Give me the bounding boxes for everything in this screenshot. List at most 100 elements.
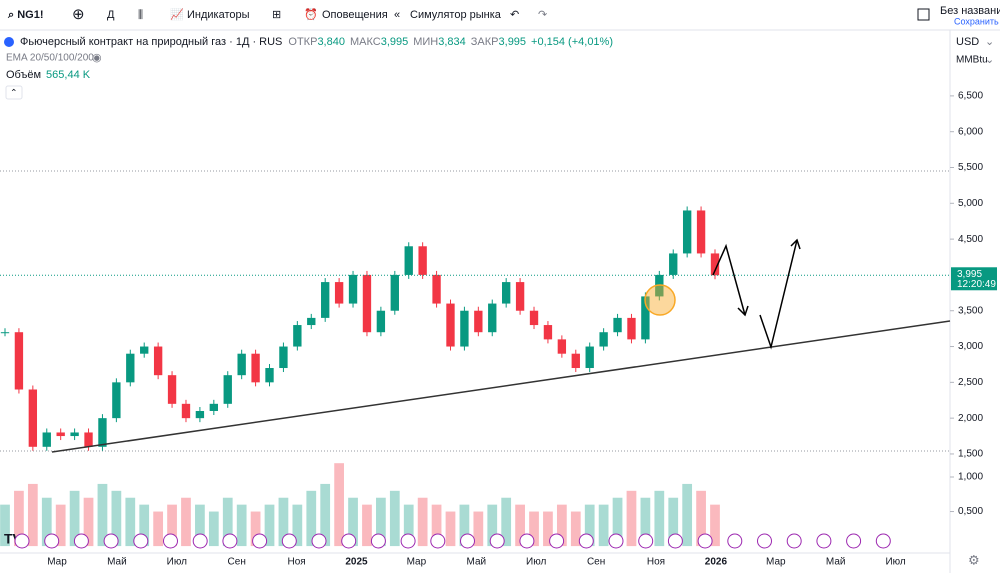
plot: [0, 170, 951, 547]
time-label: Ноя: [647, 557, 665, 568]
time-label: Июл: [526, 557, 546, 568]
templates[interactable]: ⊞: [272, 9, 281, 21]
save[interactable]: Сохранить: [954, 16, 999, 26]
time-label: Июл: [885, 557, 905, 568]
change: +0,154 (+4,01%): [531, 36, 613, 48]
candle-body: [167, 375, 177, 404]
event-icon[interactable]: [549, 533, 565, 549]
event-icon[interactable]: [757, 533, 772, 549]
indicators-icon[interactable]: 📈: [170, 8, 184, 21]
y-tick-label: 5,500: [958, 162, 983, 173]
time-label: Ноя: [287, 557, 305, 568]
volume-bar: [487, 504, 498, 547]
event-icon[interactable]: [133, 533, 149, 549]
time-label: 2025: [345, 557, 368, 568]
layout-name[interactable]: Без названия: [940, 5, 1000, 17]
eye-icon[interactable]: ◉: [92, 52, 102, 64]
event-icon[interactable]: [608, 533, 624, 549]
event-icon[interactable]: [163, 533, 178, 549]
time-label: Мар: [47, 557, 67, 568]
trend-line: [51, 320, 951, 453]
event-icon[interactable]: [73, 533, 89, 549]
currency-arrow[interactable]: ⌄: [985, 36, 994, 48]
y-tick-label: 3,500: [958, 305, 983, 316]
indicators[interactable]: Индикаторы: [187, 9, 250, 21]
event-icon[interactable]: [846, 533, 862, 549]
candle-body: [488, 303, 497, 333]
event-icon[interactable]: [489, 533, 505, 549]
event-icon[interactable]: [341, 533, 357, 549]
replay[interactable]: Симулятор рынка: [410, 9, 502, 21]
layout-icon[interactable]: [917, 8, 930, 21]
add-symbol[interactable]: ⊕: [72, 6, 85, 23]
volume-bar: [208, 511, 219, 547]
low: 3,834: [438, 36, 466, 48]
volume-value: 565,44 K: [46, 69, 91, 81]
candle-body: [0, 332, 10, 334]
candle-body: [84, 432, 93, 447]
candle-body: [98, 418, 107, 447]
volume-bar: [97, 483, 108, 547]
replay-icon[interactable]: «: [394, 9, 400, 21]
event-icon[interactable]: [875, 533, 891, 549]
undo[interactable]: ↶: [510, 9, 519, 21]
symbol-search[interactable]: ⌕ NG1!: [7, 9, 44, 21]
time-label: Мар: [766, 557, 786, 568]
event-icon[interactable]: [578, 533, 594, 549]
candle-body: [613, 317, 622, 333]
event-icon[interactable]: [14, 533, 30, 549]
toolbar: [0, 0, 1000, 30]
event-icon[interactable]: [222, 533, 238, 549]
event-icon[interactable]: [281, 533, 297, 549]
volume-bar: [139, 504, 150, 547]
event-icon[interactable]: [727, 533, 743, 549]
event-icon[interactable]: [519, 533, 535, 549]
redo[interactable]: ↷: [538, 9, 547, 21]
symbol[interactable]: NG1!: [17, 9, 43, 21]
collapse-button[interactable]: [5, 85, 23, 100]
volume-bar: [543, 511, 553, 547]
interval[interactable]: Д: [107, 9, 115, 21]
event-icon[interactable]: [786, 533, 802, 549]
event-icon[interactable]: [44, 533, 60, 549]
candle-body: [529, 310, 539, 326]
event-icon[interactable]: [667, 533, 683, 549]
high-label: МАКС: [350, 36, 381, 48]
open-label: ОТКР: [288, 36, 317, 48]
event-icon[interactable]: [252, 533, 268, 549]
alerts[interactable]: Оповещения: [322, 9, 388, 21]
time-label: Май: [826, 557, 846, 568]
unit-arrow[interactable]: ⌄: [985, 54, 994, 66]
alerts-icon[interactable]: ⏰: [304, 7, 318, 21]
volume-bar: [83, 497, 94, 547]
candle-body: [14, 332, 24, 390]
event-icon[interactable]: [192, 533, 208, 549]
event-icon[interactable]: [400, 533, 416, 549]
event-icon[interactable]: [638, 533, 654, 549]
event-icon[interactable]: [370, 533, 386, 549]
candle-body: [140, 346, 149, 354]
event-icon[interactable]: [816, 533, 832, 549]
event-icon[interactable]: [311, 533, 327, 549]
chart-type[interactable]: ⫼: [138, 9, 143, 21]
volume-bar: [598, 504, 609, 547]
event-icon[interactable]: [697, 533, 713, 549]
candle-body: [474, 310, 483, 333]
candle-body: [641, 296, 650, 340]
event-icon[interactable]: [430, 533, 446, 549]
forecast-path: [759, 239, 798, 350]
event-icon[interactable]: [103, 533, 119, 549]
high: 3,995: [381, 36, 409, 48]
open: 3,840: [317, 36, 345, 48]
time-label: Мар: [407, 557, 427, 568]
settings[interactable]: ⚙: [968, 552, 980, 567]
currency[interactable]: USD: [956, 36, 979, 48]
volume-bar: [389, 490, 400, 547]
event-icon[interactable]: [460, 533, 475, 549]
unit[interactable]: MMBtu: [956, 55, 988, 66]
collapse-icon[interactable]: ⌃: [10, 87, 18, 97]
symbol-logo: [4, 37, 14, 47]
y-tick-label: 2,500: [958, 377, 983, 388]
candle-body: [682, 210, 692, 254]
candle-body: [390, 274, 399, 311]
